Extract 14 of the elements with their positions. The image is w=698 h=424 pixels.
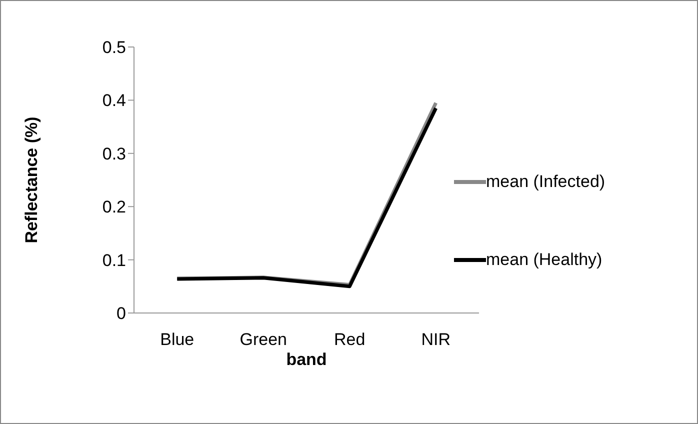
y-tick-label: 0.2 xyxy=(102,198,126,217)
y-tick-label: 0.5 xyxy=(102,38,126,58)
y-axis-title: Reflectance (%) xyxy=(22,116,42,244)
x-tick-label: Red xyxy=(334,330,366,350)
y-tick-label: 0.4 xyxy=(102,91,126,110)
x-tick-label: Blue xyxy=(160,330,194,350)
legend-label: mean (Infected) xyxy=(486,172,606,192)
y-tick-label: 0.3 xyxy=(102,144,126,164)
legend-label: mean (Healthy) xyxy=(486,250,602,270)
x-tick-label: Green xyxy=(240,330,287,350)
x-axis-title: band xyxy=(286,350,327,369)
y-tick-label: 0 xyxy=(116,304,126,324)
x-tick-label: NIR xyxy=(421,330,451,350)
y-tick-label: 0.1 xyxy=(102,250,126,270)
